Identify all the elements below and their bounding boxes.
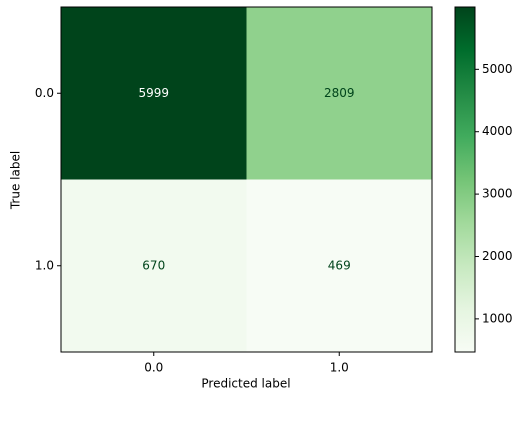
colorbar-tick-label: 1000 [482, 311, 513, 325]
x-axis-label: Predicted label [201, 377, 290, 391]
y-tick-label: 0.0 [35, 86, 54, 100]
cell-label: 2809 [324, 86, 355, 100]
colorbar [454, 6, 476, 353]
heatmap-cell [61, 7, 247, 180]
cell-label: 670 [142, 258, 165, 272]
x-tick-label: 0.0 [144, 361, 163, 375]
plot-frame [60, 6, 433, 353]
cell-label: 469 [328, 258, 351, 272]
heatmap-cell [246, 179, 433, 353]
colorbar-tick-label: 5000 [482, 62, 513, 76]
cell-label: 5999 [138, 86, 169, 100]
heatmap-cell [61, 179, 247, 353]
heatmap-cell [246, 7, 433, 180]
colorbar-tick-label: 2000 [482, 249, 513, 263]
y-tick-label: 1.0 [35, 258, 54, 272]
colorbar-tick-label: 3000 [482, 187, 513, 201]
x-tick-label: 1.0 [330, 361, 349, 375]
colorbar-tick-label: 4000 [482, 124, 513, 138]
y-axis-label: True label [9, 151, 23, 210]
